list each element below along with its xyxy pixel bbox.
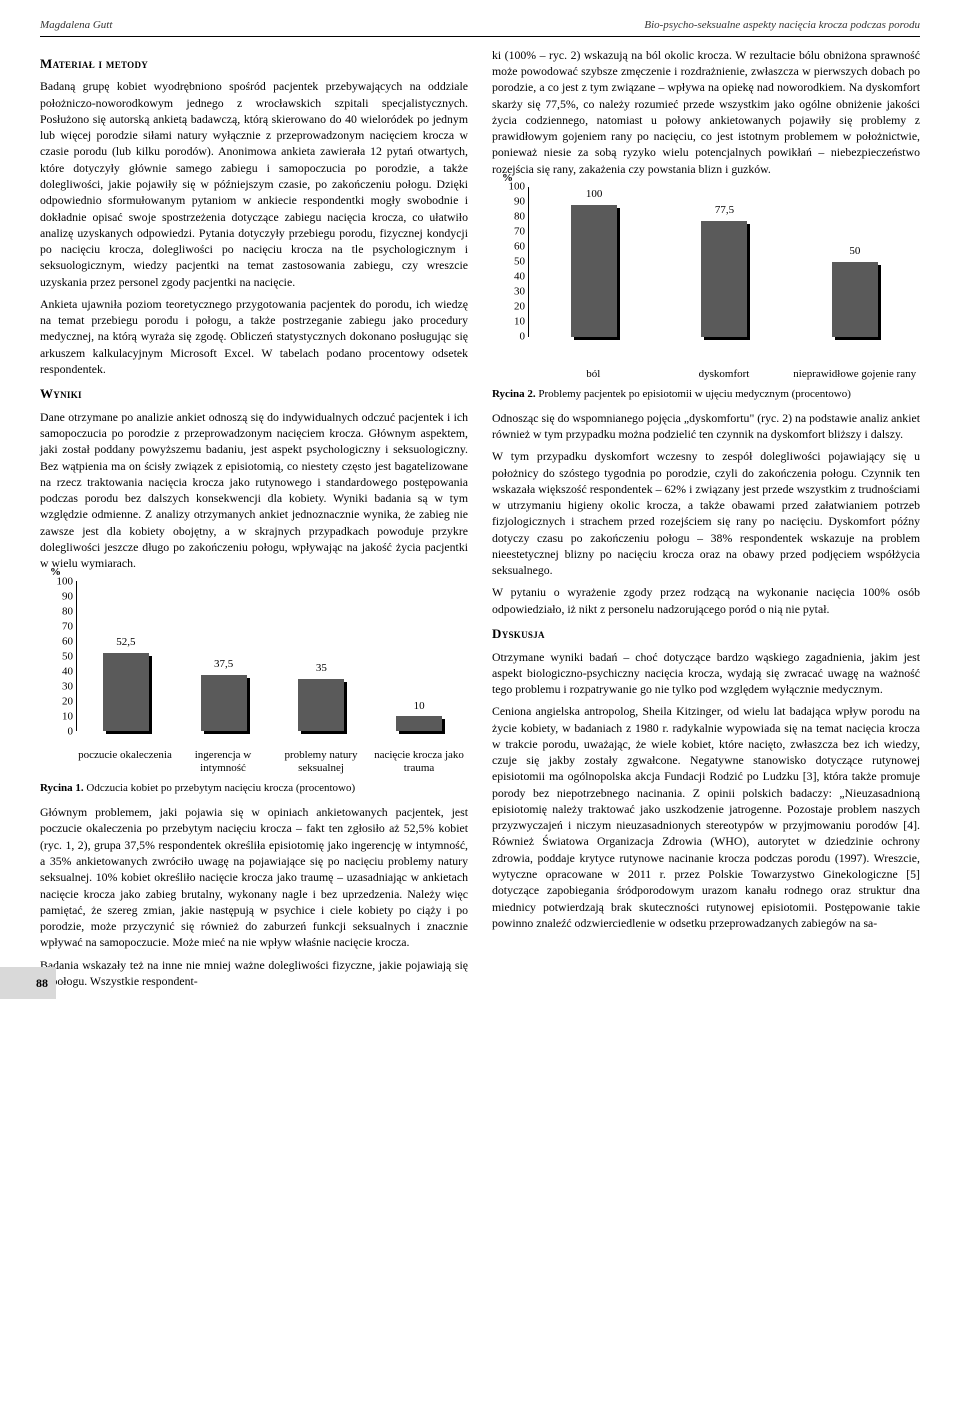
para: ki (100% – ryc. 2) wskazują na ból okoli… xyxy=(492,47,920,177)
chart-bar-slot: 52,5 xyxy=(77,581,175,731)
left-column: Materiał i metody Badaną grupę kobiet wy… xyxy=(40,47,468,995)
chart-bar-value: 77,5 xyxy=(715,203,734,218)
chart-ytick: 60 xyxy=(47,634,73,649)
chart-ytick: 10 xyxy=(499,315,525,330)
chart-bar-value: 10 xyxy=(414,699,425,714)
chart-bar xyxy=(571,205,617,337)
page-number: 88 xyxy=(0,967,56,999)
chart-bar xyxy=(201,675,247,731)
chart-ytick: 80 xyxy=(499,210,525,225)
figure-1-caption: Rycina 1. Odczucia kobiet po przebytym n… xyxy=(40,781,468,796)
chart-bar-value: 35 xyxy=(316,661,327,676)
figure-2: %010203040506070809010010077,550bóldysko… xyxy=(492,187,920,381)
chart-ytick: 20 xyxy=(499,300,525,315)
chart-xlabel: poczucie okaleczenia xyxy=(76,745,174,775)
header-author: Magdalena Gutt xyxy=(40,18,112,33)
chart-ytick: 100 xyxy=(499,180,525,195)
chart-bar xyxy=(103,653,149,732)
chart-ytick: 30 xyxy=(499,285,525,300)
chart-ytick: 90 xyxy=(499,195,525,210)
chart-xlabel: dyskomfort xyxy=(659,364,790,381)
chart-ytick: 100 xyxy=(47,574,73,589)
chart-ytick: 70 xyxy=(47,619,73,634)
header-title: Bio-psycho-seksualne aspekty nacięcia kr… xyxy=(644,18,920,33)
para: Otrzymane wyniki badań – choć dotyczące … xyxy=(492,649,920,698)
chart-ytick: 50 xyxy=(47,649,73,664)
chart-ytick: 10 xyxy=(47,709,73,724)
chart-ytick: 30 xyxy=(47,679,73,694)
chart-bar-slot: 10 xyxy=(370,581,468,731)
chart-ytick: 20 xyxy=(47,694,73,709)
chart-ytick: 80 xyxy=(47,604,73,619)
figure-2-label: Rycina 2. xyxy=(492,388,536,400)
para: W pytaniu o wyrażenie zgody przez rodząc… xyxy=(492,584,920,617)
chart-bar-value: 100 xyxy=(586,187,603,202)
chart-xlabel: ingerencja w intymność xyxy=(174,745,272,775)
figure-2-text: Problemy pacjentek po episiotomii w ujęc… xyxy=(536,388,851,400)
chart-ytick: 70 xyxy=(499,225,525,240)
figure-2-caption: Rycina 2. Problemy pacjentek po episioto… xyxy=(492,387,920,402)
chart-bar xyxy=(701,221,747,337)
chart-bar xyxy=(832,262,878,337)
chart-ytick: 90 xyxy=(47,589,73,604)
para: Ceniona angielska antropolog, Sheila Kit… xyxy=(492,703,920,931)
chart-ytick: 50 xyxy=(499,255,525,270)
chart-bar xyxy=(298,679,344,732)
chart-bar-slot: 77,5 xyxy=(659,187,789,337)
figure-1-label: Rycina 1. xyxy=(40,782,84,794)
chart-plot: 010203040506070809010052,537,53510 xyxy=(76,581,468,731)
para: Głównym problemem, jaki pojawia się w op… xyxy=(40,804,468,950)
chart-xlabels: poczucie okaleczeniaingerencja w intymno… xyxy=(76,745,468,775)
chart-bar-slot: 35 xyxy=(273,581,371,731)
chart-bar-value: 37,5 xyxy=(214,657,233,672)
para: Badania wskazały też na inne nie mniej w… xyxy=(40,957,468,990)
para: Badaną grupę kobiet wyodrębniono spośród… xyxy=(40,78,468,289)
figure-1-text: Odczucia kobiet po przebytym nacięciu kr… xyxy=(84,782,356,794)
para: Odnosząc się do wspomnianego pojęcia „dy… xyxy=(492,410,920,443)
chart-ytick: 0 xyxy=(499,330,525,345)
chart-bar xyxy=(396,716,442,731)
chart-bar-slot: 100 xyxy=(529,187,659,337)
chart-bar-slot: 50 xyxy=(790,187,920,337)
running-header: Magdalena Gutt Bio-psycho-seksualne aspe… xyxy=(40,18,920,37)
chart-ytick: 40 xyxy=(47,664,73,679)
chart-plot: 010203040506070809010010077,550 xyxy=(528,187,920,337)
right-column: ki (100% – ryc. 2) wskazują na ból okoli… xyxy=(492,47,920,995)
heading-wyniki: Wyniki xyxy=(40,385,468,403)
heading-dyskusja: Dyskusja xyxy=(492,625,920,643)
chart-bar-slot: 37,5 xyxy=(175,581,273,731)
chart-xlabels: bóldyskomfortnieprawidłowe gojenie rany xyxy=(528,364,920,381)
heading-material: Materiał i metody xyxy=(40,55,468,73)
page-number-value: 88 xyxy=(36,975,48,991)
chart-xlabel: ból xyxy=(528,364,659,381)
para: Dane otrzymane po analizie ankiet odnosz… xyxy=(40,409,468,572)
para: W tym przypadku dyskomfort wczesny to ze… xyxy=(492,448,920,578)
chart-bar-value: 52,5 xyxy=(116,635,135,650)
chart-xlabel: problemy natury seksualnej xyxy=(272,745,370,775)
chart-ytick: 0 xyxy=(47,724,73,739)
figure-1: %010203040506070809010052,537,53510poczu… xyxy=(40,581,468,775)
chart-xlabel: nieprawidłowe gojenie rany xyxy=(789,364,920,381)
chart-bar-value: 50 xyxy=(849,244,860,259)
para: Ankieta ujawniła poziom teoretycznego pr… xyxy=(40,296,468,377)
chart-ytick: 60 xyxy=(499,240,525,255)
chart-ytick: 40 xyxy=(499,270,525,285)
chart-xlabel: nacięcie krocza jako trauma xyxy=(370,745,468,775)
